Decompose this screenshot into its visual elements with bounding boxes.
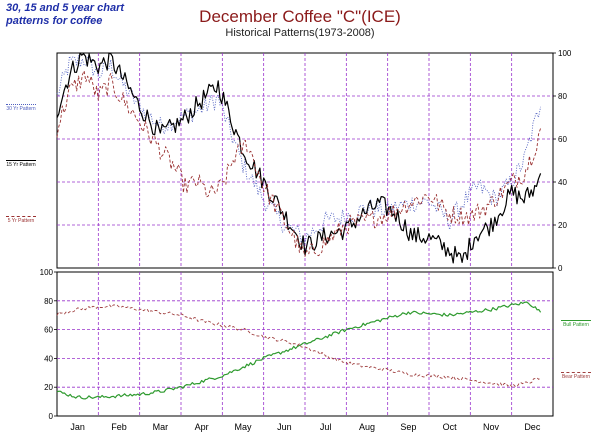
upper-y-tick-label: 80 bbox=[558, 92, 567, 101]
x-tick-label-jul: Jul bbox=[320, 422, 332, 432]
upper-y-tick-label: 40 bbox=[558, 178, 567, 187]
x-tick-label-oct: Oct bbox=[443, 422, 458, 432]
lower-y-tick-label: 40 bbox=[44, 354, 53, 363]
x-tick-label-sep: Sep bbox=[400, 422, 416, 432]
legend-bear-label: Bear Pattern bbox=[561, 374, 591, 380]
upper-series-30-yr-pattern bbox=[56, 55, 542, 244]
x-tick-label-jan: Jan bbox=[70, 422, 85, 432]
legend-5yr: 5 Yr Pattern bbox=[2, 216, 40, 224]
lower-series-bull-pattern bbox=[56, 301, 542, 400]
upper-y-tick-label: 0 bbox=[558, 264, 563, 273]
x-tick-label-dec: Dec bbox=[524, 422, 541, 432]
lower-y-tick-label: 60 bbox=[44, 326, 53, 335]
lower-y-tick-label: 0 bbox=[49, 412, 54, 421]
upper-y-tick-label: 20 bbox=[558, 221, 567, 230]
upper-y-tick-label: 100 bbox=[558, 49, 572, 58]
x-tick-label-may: May bbox=[234, 422, 252, 432]
chart-title: December Coffee "C"(ICE) bbox=[199, 7, 401, 26]
x-tick-label-mar: Mar bbox=[153, 422, 169, 432]
lower-y-tick-label: 100 bbox=[40, 268, 54, 277]
legend-15yr-swatch bbox=[6, 160, 36, 161]
figure-caption: 30, 15 and 5 year chart patterns for cof… bbox=[6, 2, 125, 27]
legend-30yr: 30 Yr Pattern bbox=[2, 104, 40, 112]
legend-5yr-swatch bbox=[6, 216, 36, 217]
x-tick-label-nov: Nov bbox=[483, 422, 500, 432]
legend-5yr-label: 5 Yr Pattern bbox=[7, 218, 35, 224]
legend-bull-label: Bull Pattern bbox=[563, 322, 589, 328]
lower-y-tick-label: 20 bbox=[44, 383, 53, 392]
x-tick-label-aug: Aug bbox=[359, 422, 375, 432]
lower-y-tick-label: 80 bbox=[44, 297, 53, 306]
x-tick-label-jun: Jun bbox=[277, 422, 292, 432]
x-tick-label-apr: Apr bbox=[195, 422, 209, 432]
legend-bear: Bear Pattern bbox=[557, 372, 595, 380]
upper-y-tick-label: 60 bbox=[558, 135, 567, 144]
x-tick-label-feb: Feb bbox=[111, 422, 127, 432]
upper-series-15-yr-pattern bbox=[56, 52, 542, 264]
legend-15yr-label: 15 Yr Pattern bbox=[6, 162, 36, 168]
legend-bull-swatch bbox=[561, 320, 591, 321]
legend-30yr-label: 30 Yr Pattern bbox=[6, 106, 36, 112]
chart-subtitle: Historical Patterns(1973-2008) bbox=[225, 27, 375, 39]
lower-series-bear-pattern bbox=[56, 304, 541, 387]
legend-30yr-swatch bbox=[6, 104, 36, 105]
legend-bear-swatch bbox=[561, 372, 591, 373]
legend-bull: Bull Pattern bbox=[557, 320, 595, 328]
legend-15yr: 15 Yr Pattern bbox=[2, 160, 40, 168]
